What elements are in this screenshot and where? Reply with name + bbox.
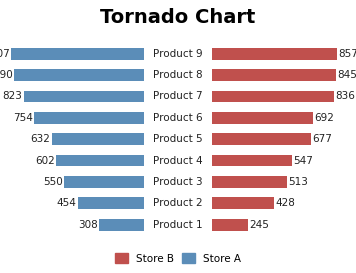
- Text: 632: 632: [31, 134, 51, 144]
- Text: 890: 890: [0, 70, 13, 80]
- Text: Tornado Chart: Tornado Chart: [100, 8, 256, 27]
- Text: 245: 245: [249, 220, 269, 230]
- Text: 823: 823: [2, 91, 22, 102]
- Text: 692: 692: [314, 113, 334, 123]
- Bar: [34, 112, 144, 124]
- Bar: [212, 91, 334, 102]
- Text: 754: 754: [13, 113, 33, 123]
- Text: 907: 907: [0, 49, 10, 59]
- Bar: [212, 112, 313, 124]
- Text: 454: 454: [57, 198, 77, 208]
- Bar: [64, 176, 144, 188]
- Bar: [52, 133, 144, 145]
- Text: Product 8: Product 8: [153, 70, 203, 80]
- Text: 550: 550: [43, 177, 62, 187]
- Bar: [11, 48, 144, 60]
- Bar: [56, 155, 144, 167]
- Bar: [212, 155, 292, 167]
- Text: 428: 428: [276, 198, 295, 208]
- Text: Product 4: Product 4: [153, 156, 203, 166]
- Text: Product 9: Product 9: [153, 49, 203, 59]
- Bar: [78, 197, 144, 209]
- Bar: [212, 176, 287, 188]
- Text: 602: 602: [35, 156, 55, 166]
- Text: 547: 547: [293, 156, 313, 166]
- Bar: [14, 69, 144, 81]
- Bar: [212, 48, 337, 60]
- Text: 308: 308: [78, 220, 98, 230]
- Text: Product 7: Product 7: [153, 91, 203, 102]
- Text: 677: 677: [312, 134, 332, 144]
- Bar: [23, 91, 144, 102]
- Text: 513: 513: [288, 177, 308, 187]
- Text: Product 1: Product 1: [153, 220, 203, 230]
- Text: Product 6: Product 6: [153, 113, 203, 123]
- Bar: [212, 133, 311, 145]
- Legend: Store B, Store A: Store B, Store A: [111, 249, 245, 268]
- Bar: [212, 219, 248, 231]
- Bar: [212, 197, 274, 209]
- Bar: [99, 219, 144, 231]
- Text: Product 2: Product 2: [153, 198, 203, 208]
- Bar: [212, 69, 336, 81]
- Text: 857: 857: [339, 49, 356, 59]
- Text: 845: 845: [337, 70, 356, 80]
- Text: Product 5: Product 5: [153, 134, 203, 144]
- Text: Product 3: Product 3: [153, 177, 203, 187]
- Text: 836: 836: [335, 91, 355, 102]
